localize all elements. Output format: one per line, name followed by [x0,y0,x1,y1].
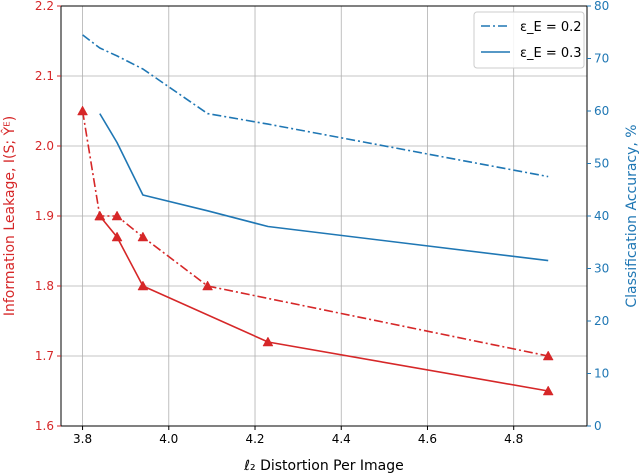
right-tick-label: 70 [594,52,609,66]
right-axis-label: Classification Accuracy, % [624,124,640,307]
legend-label-eps-02: ε_E = 0.2 [520,20,582,35]
data-point-marker [77,105,88,116]
series-line-2 [99,215,549,392]
left-tick-label: 2.0 [35,139,54,153]
data-point-marker [111,210,123,221]
x-tick-label: 4.4 [332,432,351,446]
left-tick-label: 1.9 [35,209,54,223]
x-tick-label: 3.8 [73,432,92,446]
right-tick-label: 20 [594,314,609,328]
right-tick-label: 0 [594,419,602,433]
x-tick-label: 4.6 [418,432,437,446]
data-point-marker [542,385,554,396]
data-point-marker [137,231,149,242]
data-series [77,34,554,396]
data-point-marker [542,350,554,361]
left-tick-label: 1.8 [35,279,54,293]
x-tick-label: 4.2 [245,432,264,446]
right-tick-label: 50 [594,157,609,171]
right-tick-label: 40 [594,209,609,223]
x-tick-label: 4.0 [159,432,178,446]
data-point-marker [94,210,106,221]
right-tick-label: 30 [594,262,609,276]
grid-lines [61,5,587,427]
left-tick-label: 2.1 [35,69,54,83]
left-tick-label: 2.2 [35,0,54,13]
series-line-1 [81,110,549,357]
series-line-3 [82,34,549,178]
data-point-marker [111,231,123,242]
data-point-marker [137,280,149,291]
right-tick-label: 60 [594,104,609,118]
left-tick-label: 1.6 [35,419,54,433]
x-axis-label: ℓ₂ Distortion Per Image [243,458,404,474]
left-tick-label: 1.7 [35,349,54,363]
legend-label-eps-03: ε_E = 0.3 [520,46,582,61]
x-axis-ticks: 3.8 4.0 4.2 4.4 4.6 4.8 [73,426,523,446]
legend: ε_E = 0.2 ε_E = 0.3 [473,11,585,69]
x-tick-label: 4.8 [504,432,523,446]
right-tick-label: 10 [594,367,609,381]
left-axis-label: Information Leakage, I(S; Ŷᴱ) [0,116,18,316]
right-axis-ticks: 0 10 20 30 40 50 60 70 80 [587,0,609,433]
left-axis-ticks: 1.6 1.7 1.8 1.9 2.0 2.1 2.2 [35,0,61,433]
data-point-marker [202,280,214,291]
right-tick-label: 80 [594,0,609,13]
data-point-marker [262,336,274,347]
series-line-4 [99,113,549,262]
